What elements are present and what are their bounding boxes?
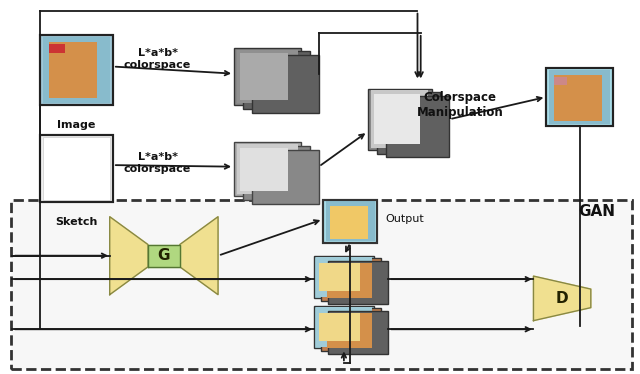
Bar	[323, 200, 378, 243]
Bar	[40, 35, 113, 105]
Bar	[316, 307, 372, 347]
Bar	[371, 91, 428, 148]
Text: G: G	[157, 248, 170, 263]
Bar	[49, 42, 97, 98]
Bar	[243, 146, 310, 200]
Bar	[241, 53, 288, 100]
Bar	[234, 142, 301, 196]
Text: Output: Output	[385, 214, 424, 224]
Text: Image: Image	[57, 120, 95, 130]
Bar	[327, 313, 372, 348]
Bar	[549, 70, 610, 124]
Bar	[40, 35, 113, 105]
Bar	[43, 37, 109, 104]
Bar	[243, 52, 310, 109]
Bar	[377, 92, 440, 153]
Bar	[330, 206, 368, 239]
Text: Sketch: Sketch	[55, 217, 97, 227]
Bar	[252, 150, 319, 203]
Bar	[554, 77, 566, 85]
Bar	[323, 310, 379, 350]
Bar	[241, 148, 288, 191]
Bar	[328, 261, 388, 304]
Bar	[546, 68, 613, 126]
Polygon shape	[180, 217, 218, 295]
Bar	[319, 263, 360, 291]
Bar	[321, 309, 381, 351]
Bar	[237, 144, 298, 194]
Bar	[252, 55, 319, 113]
Bar	[368, 89, 431, 150]
Bar	[374, 94, 420, 144]
Bar	[40, 135, 113, 202]
Polygon shape	[109, 217, 148, 295]
Bar	[11, 200, 632, 369]
Bar	[386, 96, 449, 157]
Text: D: D	[556, 291, 568, 306]
Bar	[43, 137, 109, 200]
Bar	[323, 260, 379, 300]
Bar	[40, 135, 113, 202]
Polygon shape	[148, 245, 180, 267]
Bar	[328, 311, 388, 354]
Bar	[546, 68, 613, 126]
Bar	[237, 50, 298, 104]
Text: GAN: GAN	[579, 203, 616, 219]
Bar	[319, 313, 360, 341]
Bar	[327, 263, 372, 298]
Text: L*a*b*
colorspace: L*a*b* colorspace	[124, 152, 191, 174]
Bar	[314, 306, 374, 349]
Bar	[316, 257, 372, 297]
Text: L*a*b*
colorspace: L*a*b* colorspace	[124, 48, 191, 70]
Bar	[326, 202, 375, 241]
Text: Colorspace
Manipulation: Colorspace Manipulation	[417, 91, 504, 119]
Bar	[314, 256, 374, 298]
Bar	[323, 200, 378, 243]
Bar	[49, 44, 65, 53]
Polygon shape	[534, 276, 591, 321]
Bar	[554, 75, 602, 121]
Bar	[321, 258, 381, 301]
Bar	[234, 48, 301, 105]
